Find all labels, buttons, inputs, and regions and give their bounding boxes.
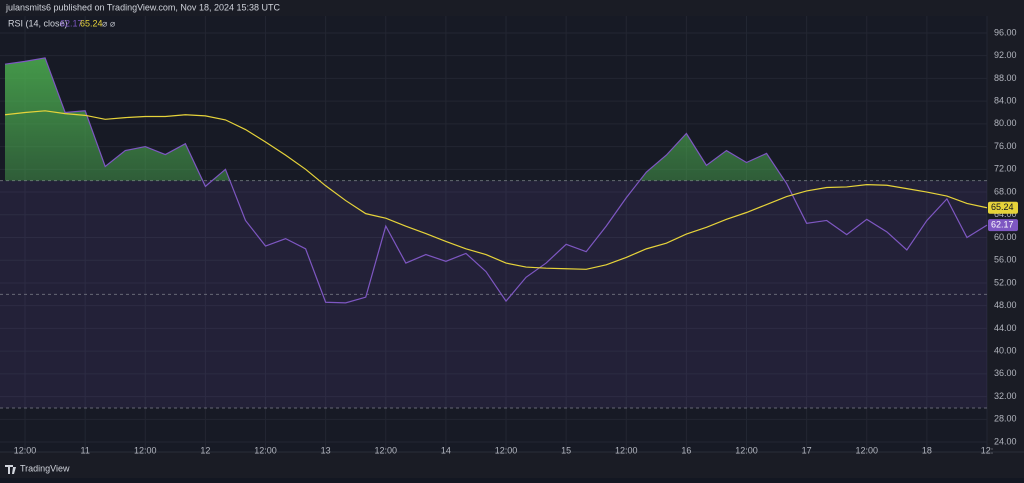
y-tick-label: 40.00 [994, 346, 1017, 356]
x-tick-label: 14 [441, 445, 451, 455]
legend-value: 62.17 [60, 18, 83, 28]
x-tick-label: 12 [200, 445, 210, 455]
x-tick-label: 12:00 [735, 445, 758, 455]
last-value-label: 62.17 [991, 220, 1014, 230]
y-tick-label: 96.00 [994, 27, 1017, 37]
last-value-label: 65.24 [991, 202, 1014, 212]
x-tick-label: 12:00 [375, 445, 398, 455]
last-value-box [988, 219, 1018, 232]
publisher: julansmits6 published on TradingView.com… [5, 2, 280, 12]
y-tick-label: 44.00 [994, 323, 1017, 333]
overbought-fill [5, 57, 785, 181]
x-tick-label: 13 [321, 445, 331, 455]
x-tick-label: 11 [80, 445, 89, 455]
x-tick-label: 18 [922, 445, 932, 455]
last-value-box [988, 201, 1018, 214]
series-line [4, 110, 988, 270]
x-tick-label: 12:00 [14, 445, 37, 455]
legend-icons: ⌀ ⌀ [102, 18, 116, 28]
y-tick-label: 64.00 [994, 209, 1017, 219]
y-tick-label: 92.00 [994, 50, 1017, 60]
x-tick-label: 12:00 [855, 445, 878, 455]
x-tick-label: 12: [981, 445, 994, 455]
y-tick-label: 28.00 [994, 414, 1017, 424]
x-tick-label: 12:00 [615, 445, 638, 455]
y-tick-label: 60.00 [994, 232, 1017, 242]
series-line [4, 57, 988, 304]
x-tick-label: 16 [681, 445, 691, 455]
y-tick-label: 32.00 [994, 391, 1017, 401]
x-tick-label: 12:00 [254, 445, 277, 455]
header-bar [0, 0, 1024, 16]
legend-title: RSI (14, close) [8, 18, 68, 28]
y-tick-label: 56.00 [994, 255, 1017, 265]
x-tick-label: 12:00 [495, 445, 518, 455]
y-tick-label: 24.00 [994, 436, 1017, 446]
plot-area [0, 16, 987, 452]
y-tick-label: 84.00 [994, 96, 1017, 106]
logo-icon [5, 465, 16, 474]
x-tick-label: 17 [802, 445, 812, 455]
y-tick-label: 68.00 [994, 186, 1017, 196]
y-tick-label: 80.00 [994, 118, 1017, 128]
y-tick-label: 72.00 [994, 164, 1017, 174]
y-tick-label: 36.00 [994, 368, 1017, 378]
x-tick-label: 15 [561, 445, 571, 455]
y-tick-label: 88.00 [994, 73, 1017, 83]
x-tick-label: 12:00 [134, 445, 157, 455]
y-tick-label: 48.00 [994, 300, 1017, 310]
legend-value: 65.24 [80, 18, 103, 28]
y-tick-label: 52.00 [994, 277, 1017, 287]
y-tick-label: 76.00 [994, 141, 1017, 151]
logo-text: TradingView [20, 463, 70, 473]
